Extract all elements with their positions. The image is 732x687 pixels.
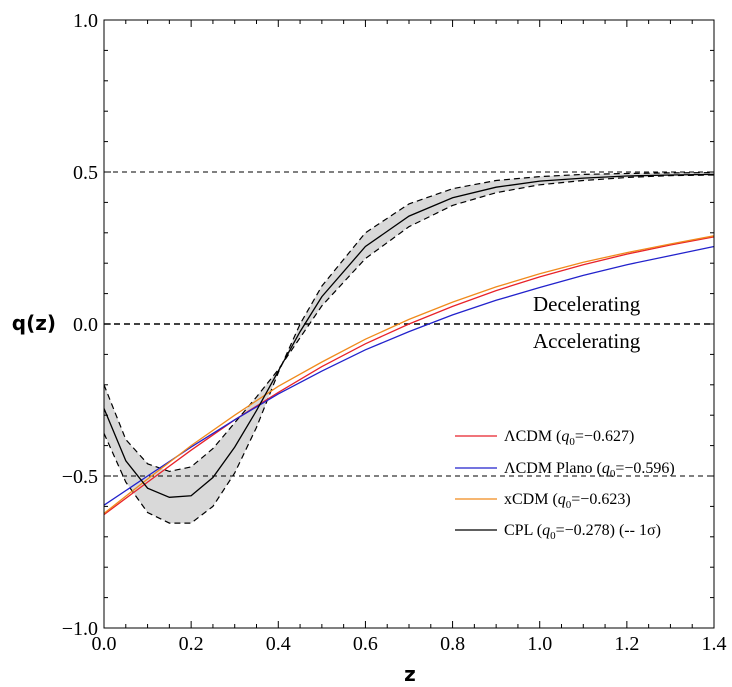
cpl-band-fill (104, 172, 714, 524)
x-tick-label: 1.0 (527, 633, 552, 655)
lcdm-line (103, 236, 715, 516)
legend-xcdm-entry: xCDM (q0=−0.623) (455, 491, 631, 511)
y-tick-label: 0.5 (73, 162, 98, 184)
legend-label: CPL (q0=−0.278) (-- 1σ) (504, 522, 661, 542)
cpl-band-upper (103, 174, 715, 473)
y-axis-title: q(z) (12, 311, 56, 335)
axis-ticks: 0.0 0.2 0.4 0.6 0.8 1.0 1.2 1.4 1.0 0.5 0.0 −0.5 −1.… (62, 10, 727, 655)
confidence-band-layer (103, 172, 715, 524)
x-tick-label: 1.2 (614, 633, 639, 655)
x-tick-label: 0.6 (353, 633, 378, 655)
x-tick-label: 0.4 (266, 633, 291, 655)
x-axis-title: z (404, 662, 416, 686)
legend-cpl-entry: CPL (q0=−0.278) (-- 1σ) (455, 522, 661, 542)
series-lines (103, 173, 715, 516)
xcdm-line (103, 235, 715, 514)
y-tick-label: −0.5 (62, 466, 98, 488)
accelerating-label: Accelerating (533, 329, 641, 353)
x-tick-label: 0.2 (179, 633, 204, 655)
y-tick-label: 1.0 (73, 10, 98, 32)
legend-label: ΛCDM Plano (q0=−0.596) (504, 460, 675, 480)
decelerating-label: Decelerating (533, 292, 641, 316)
legend-label: ΛCDM (q0=−0.627) (504, 428, 634, 448)
legend-lcdm-plano-entry: ΛCDM Plano (q0=−0.596) (455, 460, 675, 480)
lcdm-plano-line (103, 245, 715, 506)
y-tick-label: 0.0 (73, 314, 98, 336)
legend: ΛCDM (q0=−0.627) ΛCDM Plano (q0=−0.596) xC… (455, 428, 675, 542)
legend-lcdm-entry: ΛCDM (q0=−0.627) (455, 428, 634, 448)
legend-label: xCDM (q0=−0.623) (504, 491, 631, 511)
x-tick-label: 0.0 (92, 633, 117, 655)
y-tick-label: −1.0 (62, 618, 98, 640)
cpl-band-lower (103, 172, 715, 524)
cpl-line (103, 173, 715, 498)
x-tick-label: 1.4 (702, 633, 727, 655)
x-tick-label: 0.8 (440, 633, 465, 655)
